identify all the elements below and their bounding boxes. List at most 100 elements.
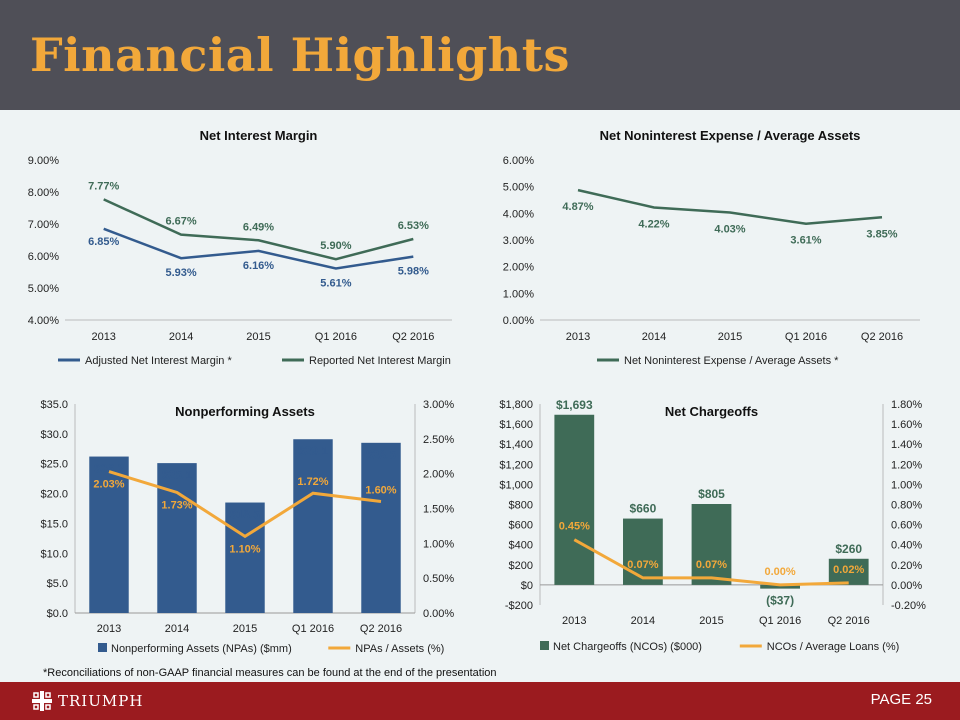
- line-value-label: 1.10%: [229, 543, 260, 555]
- y-left-tick-label: $15.0: [40, 518, 68, 530]
- x-tick-label: 2014: [165, 623, 189, 635]
- series-line: [103, 198, 414, 261]
- legend-label: Net Noninterest Expense / Average Assets…: [624, 355, 839, 367]
- bar-value-label: $28.5: [366, 448, 396, 462]
- y-right-tick-label: 1.60%: [891, 419, 922, 431]
- net-interest-margin-svg: Net Interest Margin 4.00% 5.00% 6.00% 7.00% 8…: [28, 128, 452, 367]
- x-tick-label: Q2 2016: [360, 623, 402, 635]
- data-label: 7.77%: [88, 180, 119, 192]
- x-tick-label: 2015: [233, 623, 257, 635]
- bar: [293, 439, 333, 613]
- data-label: 6.53%: [398, 220, 429, 232]
- page-number: PAGE 25: [870, 691, 932, 708]
- y-left-tick-label: $35.0: [40, 399, 68, 411]
- net-noninterest-expense-svg: Net Noninterest Expense / Average Assets…: [503, 128, 920, 367]
- y-tick-label: 3.00%: [503, 235, 534, 247]
- x-tick-label: Q2 2016: [392, 331, 434, 343]
- chart-title: Net Noninterest Expense / Average Assets: [600, 128, 861, 143]
- y-right-tick-label: 2.50%: [423, 434, 454, 446]
- y-left-tick-label: -$200: [505, 600, 533, 612]
- nonperforming-assets-svg: $0.0 $5.0 $10.0 $15.0 $20.0 $25.0 $30.0 $35.0 0.…: [40, 399, 454, 655]
- triumph-cross-icon: [32, 691, 52, 711]
- x-tick-label: Q2 2016: [828, 615, 870, 627]
- y-tick-label: 5.00%: [503, 182, 534, 194]
- page-title: Financial Highlights: [30, 28, 570, 82]
- data-label: 5.98%: [398, 266, 429, 278]
- bar-value-label: ($37): [766, 594, 794, 608]
- x-tick-label: 2014: [642, 331, 666, 343]
- legend-label: NCOs / Average Loans (%): [767, 641, 899, 653]
- y-left-tick-label: $1,200: [499, 459, 533, 471]
- y-left-tick-label: $10.0: [40, 548, 68, 560]
- y-tick-label: 1.00%: [503, 288, 534, 300]
- bar: [225, 502, 265, 613]
- line-value-label: 1.72%: [297, 476, 328, 488]
- y-right-tick-label: 1.80%: [891, 399, 922, 411]
- bar-value-label: $805: [698, 487, 725, 501]
- footer-bar: TRIUMPH PAGE 25: [0, 682, 960, 720]
- line-value-label: 0.00%: [764, 566, 795, 578]
- data-label: 6.16%: [243, 260, 274, 272]
- x-tick-label: 2013: [562, 615, 586, 627]
- y-tick-label: 5.00%: [28, 283, 59, 295]
- x-tick-label: 2015: [699, 615, 723, 627]
- y-left-tick-label: $800: [509, 500, 533, 512]
- y-tick-label: 6.00%: [503, 155, 534, 167]
- data-label: 3.85%: [866, 228, 897, 240]
- title-bar: Financial Highlights: [0, 0, 960, 110]
- y-right-tick-label: 0.40%: [891, 540, 922, 552]
- y-right-tick-label: 3.00%: [423, 399, 454, 411]
- data-label: 5.93%: [165, 267, 196, 279]
- x-tick-label: Q1 2016: [759, 615, 801, 627]
- data-label: 6.85%: [88, 236, 119, 248]
- line-value-label: 0.02%: [833, 564, 864, 576]
- y-left-tick-label: $400: [509, 540, 533, 552]
- bar: [828, 558, 869, 585]
- y-left-tick-label: $1,000: [499, 479, 533, 491]
- y-right-tick-label: 0.00%: [423, 608, 454, 620]
- y-left-tick-label: $1,600: [499, 419, 533, 431]
- bar: [554, 414, 595, 585]
- y-right-tick-label: 1.20%: [891, 459, 922, 471]
- x-tick-label: 2014: [631, 615, 655, 627]
- y-tick-label: 6.00%: [28, 251, 59, 263]
- data-label: 4.87%: [562, 201, 593, 213]
- y-right-tick-label: 1.50%: [423, 504, 454, 516]
- x-tick-label: Q1 2016: [315, 331, 357, 343]
- chart-net-interest-margin: Net Interest Margin 4.00% 5.00% 6.00% 7.00% 8…: [20, 118, 475, 378]
- bar-value-label: $29.1: [298, 444, 328, 458]
- y-right-tick-label: 0.50%: [423, 573, 454, 585]
- series-line: [577, 188, 883, 225]
- y-left-tick-label: $600: [509, 520, 533, 532]
- x-tick-label: 2015: [246, 331, 270, 343]
- legend-label: Adjusted Net Interest Margin *: [85, 355, 232, 367]
- line-value-label: 1.73%: [161, 499, 192, 511]
- data-label: 6.67%: [165, 216, 196, 228]
- net-chargeoffs-svg: -$200 $0 $200 $400 $600 $800 $1,000 $1,200 $1,40…: [499, 398, 926, 653]
- y-right-tick-label: 1.00%: [423, 538, 454, 550]
- bar-value-label: $660: [630, 502, 657, 516]
- legend-label: Net Chargeoffs (NCOs) ($000): [553, 641, 702, 653]
- legend-label: Reported Net Interest Margin: [309, 355, 451, 367]
- x-tick-label: Q1 2016: [292, 623, 334, 635]
- y-left-tick-label: $200: [509, 560, 533, 572]
- y-tick-label: 4.00%: [28, 315, 59, 327]
- bar-value-label: $26.2: [94, 462, 124, 476]
- line-value-label: 2.03%: [93, 479, 124, 491]
- ratio-line: [573, 538, 849, 587]
- y-tick-label: 0.00%: [503, 315, 534, 327]
- chart-nonperforming-assets: $0.0 $5.0 $10.0 $15.0 $20.0 $25.0 $30.0 $35.0 0.…: [20, 388, 475, 660]
- legend-label: Nonperforming Assets (NPAs) ($mm): [111, 643, 292, 655]
- x-tick-label: 2013: [97, 623, 121, 635]
- y-tick-label: 9.00%: [28, 155, 59, 167]
- bar-value-label: $18.5: [230, 508, 260, 522]
- y-left-tick-label: $20.0: [40, 489, 68, 501]
- y-right-tick-label: 0.60%: [891, 520, 922, 532]
- y-right-tick-label: 0.20%: [891, 560, 922, 572]
- x-tick-label: 2013: [91, 331, 115, 343]
- y-left-tick-label: $5.0: [47, 578, 68, 590]
- x-tick-label: Q2 2016: [861, 331, 903, 343]
- bar: [157, 463, 197, 613]
- y-right-tick-label: -0.20%: [891, 600, 926, 612]
- y-tick-label: 2.00%: [503, 262, 534, 274]
